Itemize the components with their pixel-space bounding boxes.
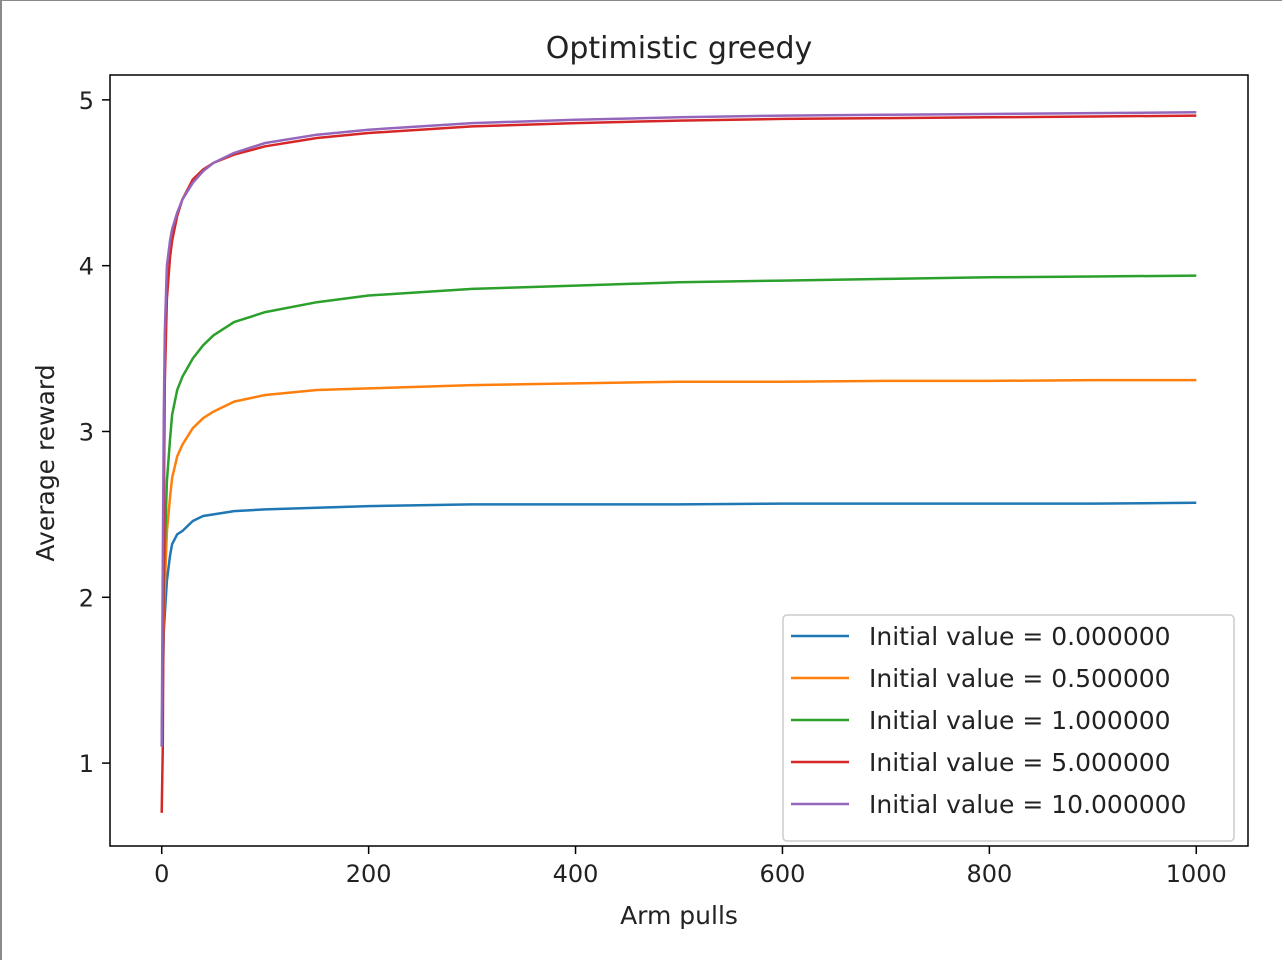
x-tick-label: 800 bbox=[966, 860, 1012, 888]
y-tick-label: 1 bbox=[79, 750, 94, 778]
series-line-2 bbox=[160, 274, 1197, 747]
series-line-0 bbox=[160, 501, 1197, 747]
y-tick-label: 5 bbox=[79, 87, 94, 115]
legend-entry-label: Initial value = 1.000000 bbox=[869, 706, 1171, 735]
y-axis-title: Average reward bbox=[31, 364, 60, 561]
y-tick-label: 4 bbox=[79, 253, 94, 281]
x-axis-ticks: 0 200 400 600 800 1000 bbox=[154, 846, 1227, 888]
legend-entry-label: Initial value = 0.000000 bbox=[869, 622, 1171, 651]
x-tick-label: 200 bbox=[346, 860, 392, 888]
legend: Initial value = 0.000000 Initial value = … bbox=[782, 614, 1235, 842]
legend-entry-label: Initial value = 5.000000 bbox=[869, 748, 1171, 777]
series-layer bbox=[160, 111, 1197, 813]
series-line-1 bbox=[160, 378, 1197, 747]
x-tick-label: 1000 bbox=[1166, 860, 1227, 888]
x-tick-label: 400 bbox=[553, 860, 599, 888]
x-tick-label: 600 bbox=[760, 860, 806, 888]
legend-entry-label: Initial value = 10.000000 bbox=[869, 790, 1186, 819]
legend-entry-label: Initial value = 0.500000 bbox=[869, 664, 1171, 693]
x-axis-title: Arm pulls bbox=[620, 901, 738, 930]
y-axis-ticks: 1 2 3 4 5 bbox=[79, 87, 110, 778]
chart-title: Optimistic greedy bbox=[546, 31, 813, 66]
legend-box bbox=[782, 614, 1235, 842]
series-line-4 bbox=[160, 111, 1197, 747]
y-tick-label: 2 bbox=[79, 584, 94, 612]
plot-area-frame bbox=[109, 74, 1249, 847]
y-tick-label: 3 bbox=[79, 418, 94, 446]
x-tick-label: 0 bbox=[154, 860, 169, 888]
